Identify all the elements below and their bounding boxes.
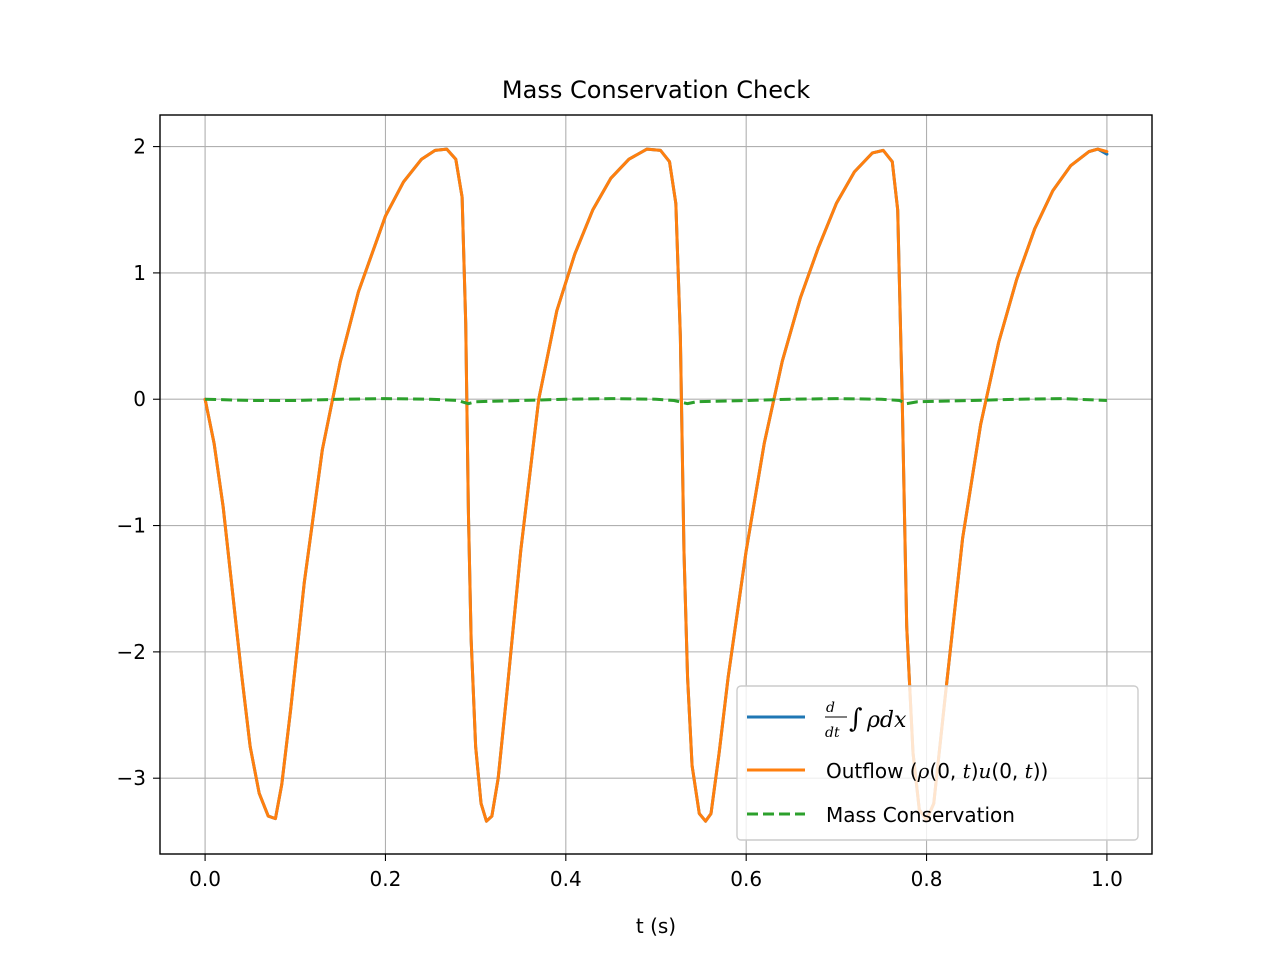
legend-label-outflow: Outflow (ρ(0, t)u(0, t)) [826,759,1048,783]
legend: d dt ∫ ρdx Outflow (ρ(0, t)u(0, t)) Mass… [736,685,1139,841]
y-tick-label: 1 [133,261,146,285]
x-tick-label: 0.8 [911,867,943,891]
svg-text:∫: ∫ [849,704,863,734]
series-mass-conservation-line [205,397,1107,406]
y-tick-label: −1 [117,514,146,538]
x-axis-label: t (s) [636,914,676,938]
plot-frame [159,114,1153,855]
chart-title: Mass Conservation Check [502,76,810,104]
y-tick-label: 0 [133,387,146,411]
legend-label-mass: Mass Conservation [826,803,1015,827]
x-tick-label: 1.0 [1091,867,1123,891]
legend-label-rate: d dt ∫ ρdx [825,700,907,741]
svg-text:dt: dt [825,725,840,741]
x-tick-label: 0.4 [550,867,582,891]
svg-text:d: d [826,700,835,716]
legend-box [736,685,1139,841]
x-tick-label: 0.2 [370,867,402,891]
y-tick-label: −3 [117,766,146,790]
x-tick-label: 0.6 [730,867,762,891]
y-tick-label: −2 [117,640,146,664]
svg-text:ρdx: ρdx [866,708,907,733]
axis-ticks: 0.0 0.2 0.4 0.6 0.8 1.0 2 1 0 −1 −2 −3 [117,135,1123,891]
y-tick-label: 2 [133,135,146,159]
x-tick-label: 0.0 [189,867,221,891]
